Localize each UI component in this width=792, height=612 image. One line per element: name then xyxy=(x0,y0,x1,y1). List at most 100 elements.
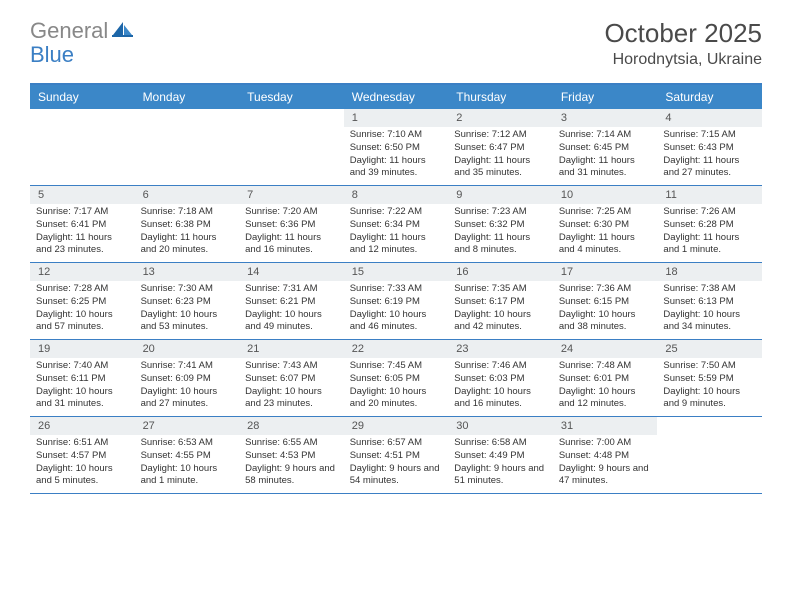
logo-sail-icon xyxy=(112,20,134,43)
day-number: 1 xyxy=(344,109,449,127)
sunrise-text: Sunrise: 7:28 AM xyxy=(36,283,129,296)
daylight-text: Daylight: 11 hours and 20 minutes. xyxy=(141,232,234,258)
day-number: 7 xyxy=(239,186,344,204)
sunset-text: Sunset: 6:09 PM xyxy=(141,373,234,386)
day-cell: 14Sunrise: 7:31 AMSunset: 6:21 PMDayligh… xyxy=(239,263,344,339)
day-number: 27 xyxy=(135,417,240,435)
day-info: Sunrise: 7:25 AMSunset: 6:30 PMDaylight:… xyxy=(553,206,658,261)
day-number: 12 xyxy=(30,263,135,281)
day-number: 17 xyxy=(553,263,658,281)
day-info: Sunrise: 7:14 AMSunset: 6:45 PMDaylight:… xyxy=(553,129,658,184)
daylight-text: Daylight: 11 hours and 4 minutes. xyxy=(559,232,652,258)
day-number: 20 xyxy=(135,340,240,358)
day-number: 5 xyxy=(30,186,135,204)
day-cell: 11Sunrise: 7:26 AMSunset: 6:28 PMDayligh… xyxy=(657,186,762,262)
sunset-text: Sunset: 6:30 PM xyxy=(559,219,652,232)
daylight-text: Daylight: 9 hours and 51 minutes. xyxy=(454,463,547,489)
daylight-text: Daylight: 11 hours and 39 minutes. xyxy=(350,155,443,181)
sunset-text: Sunset: 6:13 PM xyxy=(663,296,756,309)
day-number: 23 xyxy=(448,340,553,358)
day-number: 4 xyxy=(657,109,762,127)
day-number: 19 xyxy=(30,340,135,358)
daylight-text: Daylight: 10 hours and 12 minutes. xyxy=(559,386,652,412)
sunrise-text: Sunrise: 7:17 AM xyxy=(36,206,129,219)
daylight-text: Daylight: 10 hours and 49 minutes. xyxy=(245,309,338,335)
day-info: Sunrise: 7:36 AMSunset: 6:15 PMDaylight:… xyxy=(553,283,658,338)
day-cell: 19Sunrise: 7:40 AMSunset: 6:11 PMDayligh… xyxy=(30,340,135,416)
day-cell: 26Sunrise: 6:51 AMSunset: 4:57 PMDayligh… xyxy=(30,417,135,493)
week-row: 12Sunrise: 7:28 AMSunset: 6:25 PMDayligh… xyxy=(30,263,762,340)
sunrise-text: Sunrise: 7:41 AM xyxy=(141,360,234,373)
logo: General xyxy=(30,18,136,44)
sunrise-text: Sunrise: 7:40 AM xyxy=(36,360,129,373)
day-number: 28 xyxy=(239,417,344,435)
day-cell: 22Sunrise: 7:45 AMSunset: 6:05 PMDayligh… xyxy=(344,340,449,416)
day-cell: 8Sunrise: 7:22 AMSunset: 6:34 PMDaylight… xyxy=(344,186,449,262)
day-cell: 31 Sunrise: 7:00 AMSunset: 4:48 PMDayligh… xyxy=(553,417,658,493)
sunrise-text: Sunrise: 7:43 AM xyxy=(245,360,338,373)
sunrise-text: Sunrise: 7:35 AM xyxy=(454,283,547,296)
title-block: October 2025 Horodnytsia, Ukraine xyxy=(604,18,762,69)
day-number: 9 xyxy=(448,186,553,204)
sunset-text: Sunset: 4:55 PM xyxy=(141,450,234,463)
daylight-text: Daylight: 10 hours and 23 minutes. xyxy=(245,386,338,412)
sunset-text: Sunset: 6:25 PM xyxy=(36,296,129,309)
day-info: Sunrise: 7:48 AMSunset: 6:01 PMDaylight:… xyxy=(553,360,658,415)
day-cell: 21Sunrise: 7:43 AMSunset: 6:07 PMDayligh… xyxy=(239,340,344,416)
daylight-text: Daylight: 11 hours and 12 minutes. xyxy=(350,232,443,258)
day-info: Sunrise: 7:50 AMSunset: 5:59 PMDaylight:… xyxy=(657,360,762,415)
sunset-text: Sunset: 4:57 PM xyxy=(36,450,129,463)
day-cell: 17 Sunrise: 7:36 AMSunset: 6:15 PMDayligh… xyxy=(553,263,658,339)
day-number: 24 xyxy=(553,340,658,358)
daylight-text: Daylight: 10 hours and 16 minutes. xyxy=(454,386,547,412)
week-row: 5 Sunrise: 7:17 AMSunset: 6:41 PMDaylight… xyxy=(30,186,762,263)
daylight-text: Daylight: 11 hours and 8 minutes. xyxy=(454,232,547,258)
day-number: 10 xyxy=(553,186,658,204)
day-info: Sunrise: 7:38 AMSunset: 6:13 PMDaylight:… xyxy=(657,283,762,338)
day-number: 11 xyxy=(657,186,762,204)
day-info: Sunrise: 6:57 AMSunset: 4:51 PMDaylight:… xyxy=(344,437,449,492)
day-number: 13 xyxy=(135,263,240,281)
day-info: Sunrise: 7:33 AMSunset: 6:19 PMDaylight:… xyxy=(344,283,449,338)
day-info: Sunrise: 7:41 AMSunset: 6:09 PMDaylight:… xyxy=(135,360,240,415)
daylight-text: Daylight: 9 hours and 54 minutes. xyxy=(350,463,443,489)
day-number: 26 xyxy=(30,417,135,435)
sunrise-text: Sunrise: 7:48 AM xyxy=(559,360,652,373)
empty-cell xyxy=(30,109,135,185)
logo-text-gray: General xyxy=(30,18,108,44)
sunset-text: Sunset: 6:07 PM xyxy=(245,373,338,386)
daylight-text: Daylight: 10 hours and 9 minutes. xyxy=(663,386,756,412)
day-number: 16 xyxy=(448,263,553,281)
daylight-text: Daylight: 10 hours and 38 minutes. xyxy=(559,309,652,335)
day-number: 6 xyxy=(135,186,240,204)
day-cell: 30Sunrise: 6:58 AMSunset: 4:49 PMDayligh… xyxy=(448,417,553,493)
sunset-text: Sunset: 6:03 PM xyxy=(454,373,547,386)
sunset-text: Sunset: 6:17 PM xyxy=(454,296,547,309)
daylight-text: Daylight: 10 hours and 57 minutes. xyxy=(36,309,129,335)
sunrise-text: Sunrise: 7:10 AM xyxy=(350,129,443,142)
day-info: Sunrise: 7:31 AMSunset: 6:21 PMDaylight:… xyxy=(239,283,344,338)
day-info: Sunrise: 7:17 AMSunset: 6:41 PMDaylight:… xyxy=(30,206,135,261)
day-cell: 10 Sunrise: 7:25 AMSunset: 6:30 PMDayligh… xyxy=(553,186,658,262)
sunrise-text: Sunrise: 7:14 AM xyxy=(559,129,652,142)
day-cell: 24 Sunrise: 7:48 AMSunset: 6:01 PMDayligh… xyxy=(553,340,658,416)
day-header-cell: Sunday xyxy=(30,85,135,109)
day-number: 31 xyxy=(553,417,658,435)
day-number: 18 xyxy=(657,263,762,281)
sunrise-text: Sunrise: 6:58 AM xyxy=(454,437,547,450)
day-info: Sunrise: 7:43 AMSunset: 6:07 PMDaylight:… xyxy=(239,360,344,415)
day-info: Sunrise: 7:00 AMSunset: 4:48 PMDaylight:… xyxy=(553,437,658,492)
day-info: Sunrise: 6:55 AMSunset: 4:53 PMDaylight:… xyxy=(239,437,344,492)
day-cell: 20 Sunrise: 7:41 AMSunset: 6:09 PMDayligh… xyxy=(135,340,240,416)
sunrise-text: Sunrise: 7:15 AM xyxy=(663,129,756,142)
daylight-text: Daylight: 11 hours and 31 minutes. xyxy=(559,155,652,181)
day-cell: 23Sunrise: 7:46 AMSunset: 6:03 PMDayligh… xyxy=(448,340,553,416)
calendar: SundayMondayTuesdayWednesdayThursdayFrid… xyxy=(30,83,762,494)
daylight-text: Daylight: 10 hours and 53 minutes. xyxy=(141,309,234,335)
day-header-cell: Thursday xyxy=(448,85,553,109)
daylight-text: Daylight: 9 hours and 47 minutes. xyxy=(559,463,652,489)
day-info: Sunrise: 6:53 AMSunset: 4:55 PMDaylight:… xyxy=(135,437,240,492)
day-number: 8 xyxy=(344,186,449,204)
day-info: Sunrise: 7:23 AMSunset: 6:32 PMDaylight:… xyxy=(448,206,553,261)
daylight-text: Daylight: 11 hours and 27 minutes. xyxy=(663,155,756,181)
